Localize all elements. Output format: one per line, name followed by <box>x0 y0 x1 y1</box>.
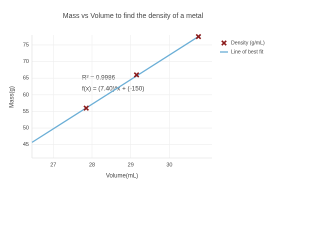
marker <box>195 33 202 40</box>
marker-shape <box>83 105 89 111</box>
marker <box>133 72 140 78</box>
x-tick-label: 28 <box>89 162 95 168</box>
x-tick-label: 30 <box>166 162 172 168</box>
x-tick-label: 29 <box>128 162 134 168</box>
x-axis-label: Volume(mL) <box>106 174 138 180</box>
y-tick-label: 65 <box>23 76 29 82</box>
y-axis-label: Mass(g) <box>10 86 16 108</box>
page: {"chart_data": {"type": "scatter", "titl… <box>9 12 265 180</box>
marker-shape <box>195 33 202 40</box>
marker <box>221 40 227 46</box>
y-tick-label: 60 <box>23 92 29 98</box>
legend-label: Density (g/mL) <box>231 40 265 46</box>
chart-title: Mass vs Volume to find the density of a … <box>63 13 204 20</box>
chart: Mass vs Volume to find the density of a … <box>10 13 265 180</box>
y-tick-label: 70 <box>23 59 29 65</box>
marker <box>83 105 89 111</box>
x-tick-label: 27 <box>50 162 56 168</box>
y-tick-label: 75 <box>23 42 29 48</box>
fit-line <box>31 34 201 143</box>
y-tick-label: 45 <box>23 142 29 148</box>
annotation: f(x) = (7.40)*x + (-150) <box>82 86 144 93</box>
marker-shape <box>133 72 140 78</box>
y-tick-label: 50 <box>23 126 29 132</box>
legend-label: Line of best fit <box>231 49 264 55</box>
y-tick-label: 55 <box>23 109 29 115</box>
marker-shape <box>221 40 227 46</box>
